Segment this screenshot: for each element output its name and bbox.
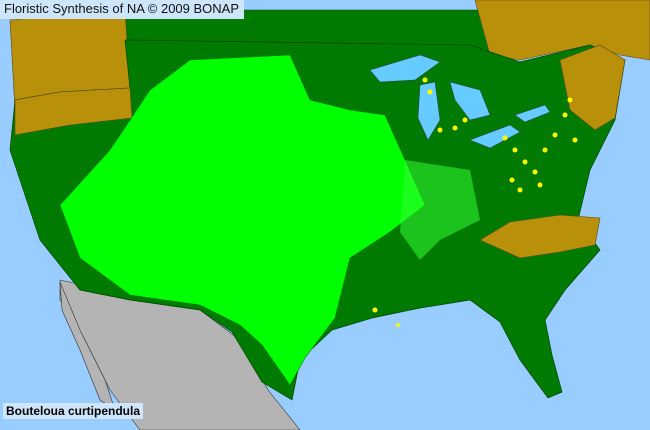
new-england-region — [559, 44, 626, 131]
rare-occurrence-markers — [372, 77, 578, 327]
species-label: Bouteloua curtipendula — [3, 403, 144, 419]
north-carolina-region — [479, 214, 601, 259]
map-title: Floristic Synthesis of NA © 2009 BONAP — [0, 0, 245, 19]
native-range-region-east — [400, 160, 480, 260]
canada-east-region — [474, 0, 650, 61]
native-range-region — [59, 54, 426, 386]
great-lakes — [369, 54, 551, 149]
